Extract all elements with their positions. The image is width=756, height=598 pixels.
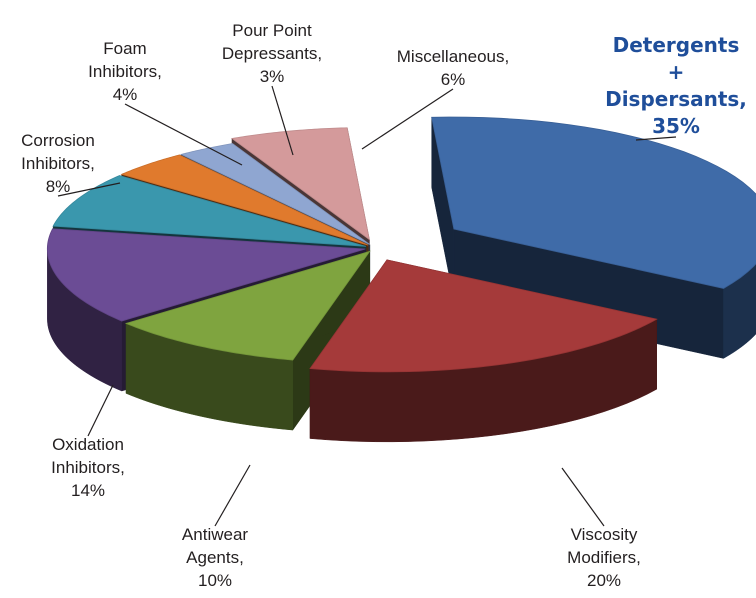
slice-oxidation-inhibitors — [46, 228, 366, 322]
leader-line-miscellaneous — [361, 88, 454, 150]
leader-lines — [57, 85, 677, 527]
slice-label-viscosity-modifiers: Viscosity Modifiers, 20% — [567, 525, 641, 590]
leader-line-oxidation-inhibitors — [87, 384, 114, 437]
slice-viscosity-modifiers — [309, 259, 658, 373]
slice-edge-detergents-dispersants — [723, 263, 756, 359]
leader-line-viscosity-modifiers — [561, 467, 605, 527]
slice-label-pour-point-depressants: Pour Point Depressants, 3% — [222, 21, 322, 86]
slice-corrosion-inhibitors — [52, 175, 367, 247]
leader-line-corrosion-inhibitors — [57, 182, 121, 197]
slice-label-oxidation-inhibitors: Oxidation Inhibitors, 14% — [51, 435, 125, 500]
slice-miscellaneous — [230, 127, 370, 241]
slice-detergents-dispersants — [431, 116, 756, 289]
slice-tops — [46, 116, 756, 373]
slice-labels: Detergents + Dispersants, 35% Viscosity Modif… — [21, 21, 747, 590]
slice-antiwear-agents — [124, 250, 371, 361]
slice-label-detergents-dispersants: Detergents + Dispersants, 35% — [605, 33, 747, 138]
leader-line-antiwear-agents — [214, 464, 251, 527]
leader-line-foam-inhibitors — [124, 103, 243, 166]
slice-label-antiwear-agents: Antiwear Agents, 10% — [182, 525, 248, 590]
slice-label-foam-inhibitors: Foam Inhibitors, 4% — [88, 39, 162, 104]
leader-line-detergents-dispersants — [635, 136, 677, 141]
slice-foam-inhibitors — [120, 154, 369, 246]
slice-label-miscellaneous: Miscellaneous, 6% — [397, 47, 509, 89]
leader-line-pour-point-depressants — [271, 85, 294, 156]
slice-pour-point-depressants — [179, 143, 371, 245]
slice-label-corrosion-inhibitors: Corrosion Inhibitors, 8% — [21, 131, 95, 196]
